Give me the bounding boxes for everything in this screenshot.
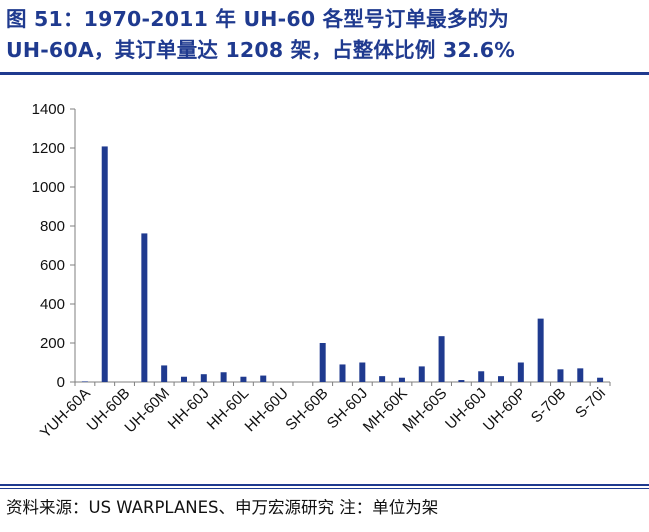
y-tick-label: 1000 [32, 179, 65, 196]
bar [161, 365, 168, 382]
bar [597, 377, 604, 382]
bar [200, 374, 207, 382]
footer-rule-thick [0, 484, 649, 486]
bar [537, 318, 544, 382]
y-tick-label: 1400 [32, 101, 65, 118]
y-tick-label: 600 [40, 257, 65, 274]
footer-rule-thin [0, 488, 649, 489]
bar [438, 336, 445, 382]
y-tick-label: 400 [40, 296, 65, 313]
x-tick-label: HH-60J [165, 385, 213, 433]
bar [478, 371, 485, 382]
y-tick-label: 0 [57, 374, 65, 391]
bar [398, 377, 405, 382]
bar [180, 376, 187, 382]
x-tick-label: UH-60M [121, 385, 173, 437]
bar [577, 368, 584, 382]
bar [141, 233, 148, 382]
x-tick-label: S-70i [572, 385, 609, 422]
x-tick-label: S-70B [528, 385, 570, 427]
y-tick-label: 1200 [32, 140, 65, 157]
bar [498, 376, 505, 382]
bar [319, 343, 326, 382]
title-rule [0, 72, 649, 75]
bar [220, 372, 227, 382]
source-note: 资料来源：US WARPLANES、申万宏源研究 注：单位为架 [6, 498, 439, 517]
figure-title-line2: UH-60A，其订单量达 1208 架，占整体比例 32.6% [6, 38, 515, 62]
bar [101, 146, 108, 382]
x-tick-label: MH-60S [399, 385, 450, 436]
x-tick-label: UH-60P [480, 385, 530, 435]
bar [379, 376, 386, 382]
x-tick-label: YUH-60A [37, 385, 94, 442]
x-tick-label: SH-60B [282, 385, 331, 434]
bar [240, 376, 247, 382]
bar [81, 381, 88, 382]
x-tick-label: HH-60U [242, 385, 292, 435]
bar [339, 364, 346, 382]
figure-title: 图 51：1970-2011 年 UH-60 各型号订单最多的为 UH-60A，… [6, 4, 646, 66]
bar [359, 362, 366, 382]
bar [557, 369, 564, 382]
y-tick-label: 800 [40, 218, 65, 235]
bar [458, 380, 465, 382]
bar [517, 362, 524, 382]
figure-title-line1: 图 51：1970-2011 年 UH-60 各型号订单最多的为 [6, 7, 509, 31]
bar [260, 375, 267, 382]
y-tick-label: 200 [40, 335, 65, 352]
bar [418, 366, 425, 382]
